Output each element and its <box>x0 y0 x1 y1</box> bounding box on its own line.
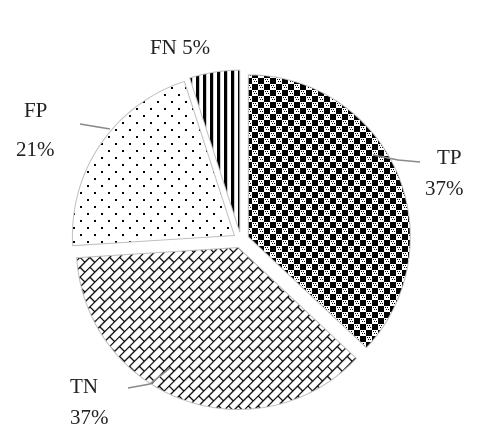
pie-slice-fp <box>71 80 236 247</box>
pie-slices <box>71 69 411 410</box>
leader-line-fp <box>79 123 111 130</box>
leader-line-tp <box>372 154 421 163</box>
slice-value-fp: 21% <box>16 137 55 161</box>
pie-slice-tp <box>247 74 411 349</box>
pie-slice-tn <box>76 247 358 410</box>
slice-value-tp: 37% <box>425 176 464 200</box>
slice-label-fp: FP <box>24 98 47 122</box>
pie-slice-fn <box>189 69 241 233</box>
slice-value-tn: 37% <box>70 405 109 429</box>
leader-line-tn <box>127 367 171 389</box>
slice-label-tn: TN <box>70 374 98 398</box>
slice-label-fn: FN 5% <box>150 35 210 59</box>
slice-label-tp: TP <box>437 145 462 169</box>
leader-lines <box>79 123 421 389</box>
slice-labels: TP 37% TN 37% FP 21% FN 5% <box>16 35 464 429</box>
